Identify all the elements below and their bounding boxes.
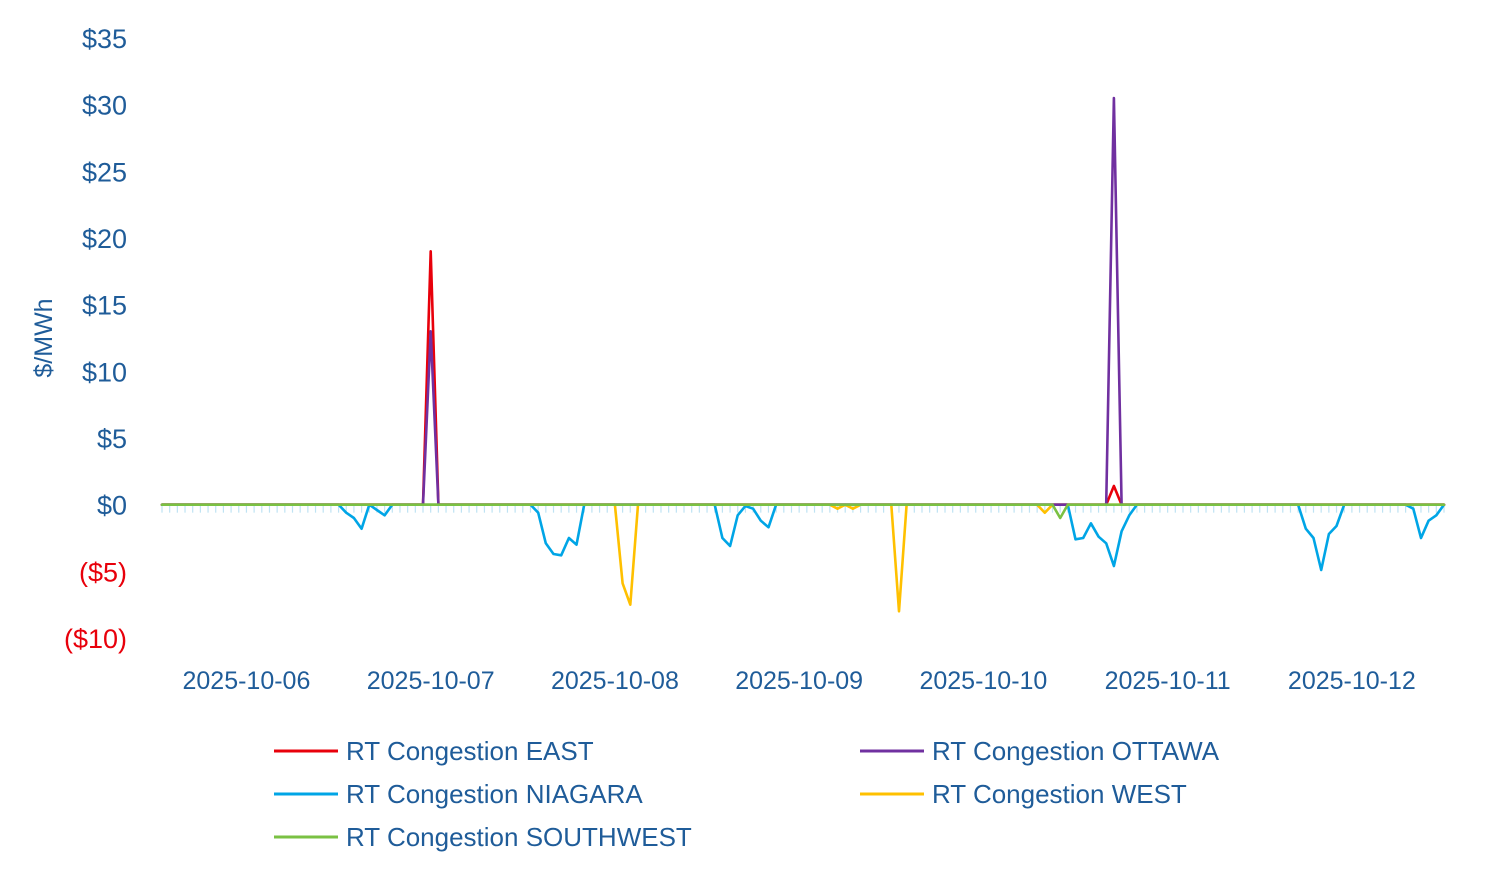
series-line-west [160, 503, 1446, 613]
y-tick-label: $25 [82, 157, 127, 187]
legend-label: RT Congestion OTTAWA [932, 736, 1220, 766]
x-axis: 2025-10-06 2025-10-07 2025-10-08 2025-10-09… [161, 503, 1445, 695]
series-lines [160, 96, 1446, 613]
legend-label: RT Congestion EAST [346, 736, 594, 766]
y-tick-label: $10 [82, 357, 127, 387]
x-tick-label: 2025-10-07 [367, 667, 495, 695]
legend-item: RT Congestion EAST [274, 736, 594, 766]
legend-item: RT Congestion SOUTHWEST [274, 822, 692, 852]
x-tick-label: 2025-10-08 [551, 667, 679, 695]
legend-label: RT Congestion SOUTHWEST [346, 822, 692, 852]
legend-item: RT Congestion OTTAWA [860, 736, 1220, 766]
x-tick-label: 2025-10-06 [182, 667, 310, 695]
y-tick-label: ($5) [79, 557, 127, 587]
y-tick-label: $5 [97, 424, 127, 454]
legend: RT Congestion EAST RT Congestion OTTAWA RT… [274, 736, 1220, 852]
legend-item: RT Congestion NIAGARA [274, 779, 643, 809]
series-line-southwest [160, 503, 1446, 520]
legend-label: RT Congestion NIAGARA [346, 779, 643, 809]
y-tick-label: $20 [82, 224, 127, 254]
series-line-east [160, 250, 1446, 507]
x-tick-label: 2025-10-12 [1288, 667, 1416, 695]
y-tick-label: ($10) [64, 624, 127, 654]
y-tick-label: $30 [82, 91, 127, 121]
legend-label: RT Congestion WEST [932, 779, 1187, 809]
legend-item: RT Congestion WEST [860, 779, 1187, 809]
x-tick-label: 2025-10-10 [919, 667, 1047, 695]
x-tick-label: 2025-10-11 [1105, 667, 1231, 695]
y-axis-title: $/MWh [30, 298, 58, 377]
y-tick-label: $0 [97, 491, 127, 521]
y-tick-label: $35 [82, 24, 127, 54]
x-tick-label: 2025-10-09 [735, 667, 863, 695]
axis-layer: $/MWh [30, 298, 58, 377]
y-tick-labels: $35 $30 $25 $20 $15 $10 $5 $0 ($5) ($10) [64, 24, 127, 654]
series-line-ottawa [160, 96, 1446, 507]
series-line-niagara [160, 503, 1446, 572]
y-tick-label: $15 [82, 291, 127, 321]
